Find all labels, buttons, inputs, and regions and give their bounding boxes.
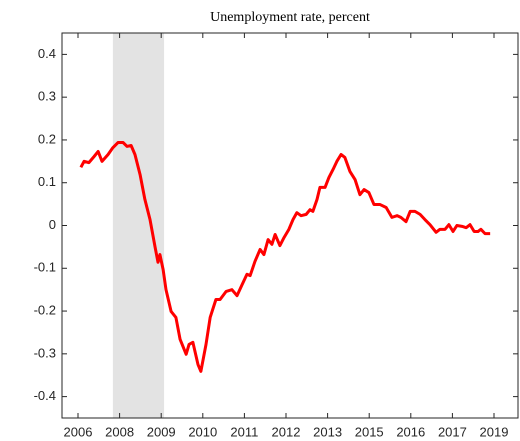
x-tick-label: 2009 (147, 424, 176, 439)
chart-title: Unemployment rate, percent (210, 10, 370, 25)
x-tick-label: 2012 (272, 424, 301, 439)
shaded-region (112, 33, 165, 418)
x-tick-label: 2010 (188, 424, 217, 439)
x-tick-label: 2015 (355, 424, 384, 439)
y-tick-label: 0.1 (38, 174, 56, 189)
x-tick-label: 2011 (230, 424, 258, 439)
y-tick-label: -0.2 (34, 302, 56, 317)
x-tick-label: 2006 (64, 424, 93, 439)
x-tick-label: 2016 (396, 424, 425, 439)
data-line (79, 141, 491, 373)
x-tick-label: 2013 (313, 424, 342, 439)
y-tick-label: 0.3 (38, 89, 56, 104)
y-tick-label: -0.3 (34, 345, 56, 360)
x-tick-label: 2008 (105, 424, 134, 439)
x-tick-label: 2019 (480, 424, 509, 439)
y-tick-label: 0.2 (38, 131, 56, 146)
plot-frame (61, 32, 519, 419)
x-tick-label: 2017 (438, 424, 467, 439)
y-tick-label: 0.4 (38, 46, 56, 61)
y-tick-label: -0.1 (34, 260, 56, 275)
y-tick-label: 0 (49, 217, 56, 232)
y-tick-label: -0.4 (34, 388, 56, 403)
